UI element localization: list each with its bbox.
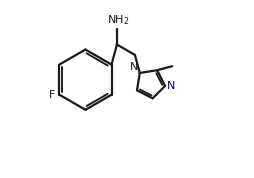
Text: N: N	[167, 81, 176, 91]
Text: NH$_2$: NH$_2$	[107, 13, 129, 27]
Text: F: F	[49, 90, 56, 100]
Text: N: N	[130, 62, 138, 72]
